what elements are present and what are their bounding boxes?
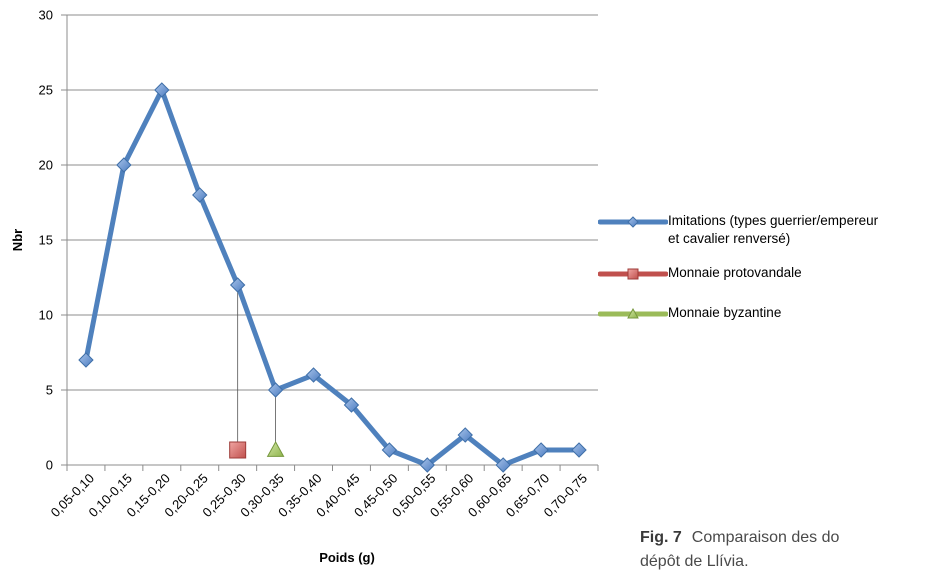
legend-label-line: Monnaie byzantine [668,305,782,320]
y-tick-label: 10 [39,308,53,323]
data-point [571,442,587,458]
legend-label: Monnaie byzantine [668,304,781,322]
data-point [457,427,473,443]
legend-item: Imitations (types guerrier/empereur et ca… [598,212,928,264]
y-axis-title: Nbr [10,229,25,251]
data-point [116,157,132,173]
y-tick-label: 20 [39,158,53,173]
legend-swatch [598,216,668,228]
data-point [266,440,285,457]
legend-item: Monnaie byzantine [598,304,928,344]
legend-swatch [598,308,668,319]
legend-label-line: Monnaie protovandale [668,265,802,280]
drop-lines [237,285,277,450]
legend-swatch-marker [627,216,639,228]
legend-label-line: Imitations (types guerrier/empereur [668,213,879,228]
caption-line-1: Comparaison des do [691,529,840,546]
legend-item: Monnaie protovandale [598,264,928,304]
series-line [83,87,582,468]
y-tick-label: 5 [46,383,53,398]
legend-swatch [598,268,668,280]
y-tick-label: 15 [39,233,53,248]
legend-label: Imitations (types guerrier/empereur et ca… [668,212,878,248]
y-tick-label: 30 [39,8,53,23]
legend-label-line: et cavalier renversé) [668,231,791,246]
y-tick-labels: 0 5 10 15 20 25 30 [39,8,53,473]
data-point [154,82,170,98]
data-point [343,397,360,413]
data-point [533,442,549,458]
caption-line-2: dépôt de Llívia. [640,553,749,570]
y-tick-label: 0 [46,458,53,473]
data-point [419,457,436,473]
series [78,82,587,473]
legend-swatch-marker [627,268,639,280]
x-axis-title: Poids (g) [319,550,375,565]
data-point [192,187,208,203]
x-tick-labels: 0,05-0,100,10-0,150,15-0,200,20-0,250,25… [48,471,591,520]
legend: Imitations (types guerrier/empereur et ca… [598,212,928,344]
data-point [381,442,398,458]
figure-caption: Fig. 7 Comparaison des do dépôt de Llívia… [640,526,839,574]
data-point [78,352,94,368]
legend-swatch-marker [627,308,639,319]
data-point [305,367,322,383]
data-point [267,382,284,398]
data-point [229,441,247,459]
data-point [495,457,511,473]
caption-label: Fig. 7 [640,529,682,546]
legend-label: Monnaie protovandale [668,264,802,282]
axes [61,14,599,471]
y-tick-label: 25 [39,83,53,98]
grid-lines [67,14,598,391]
data-point [229,277,246,293]
